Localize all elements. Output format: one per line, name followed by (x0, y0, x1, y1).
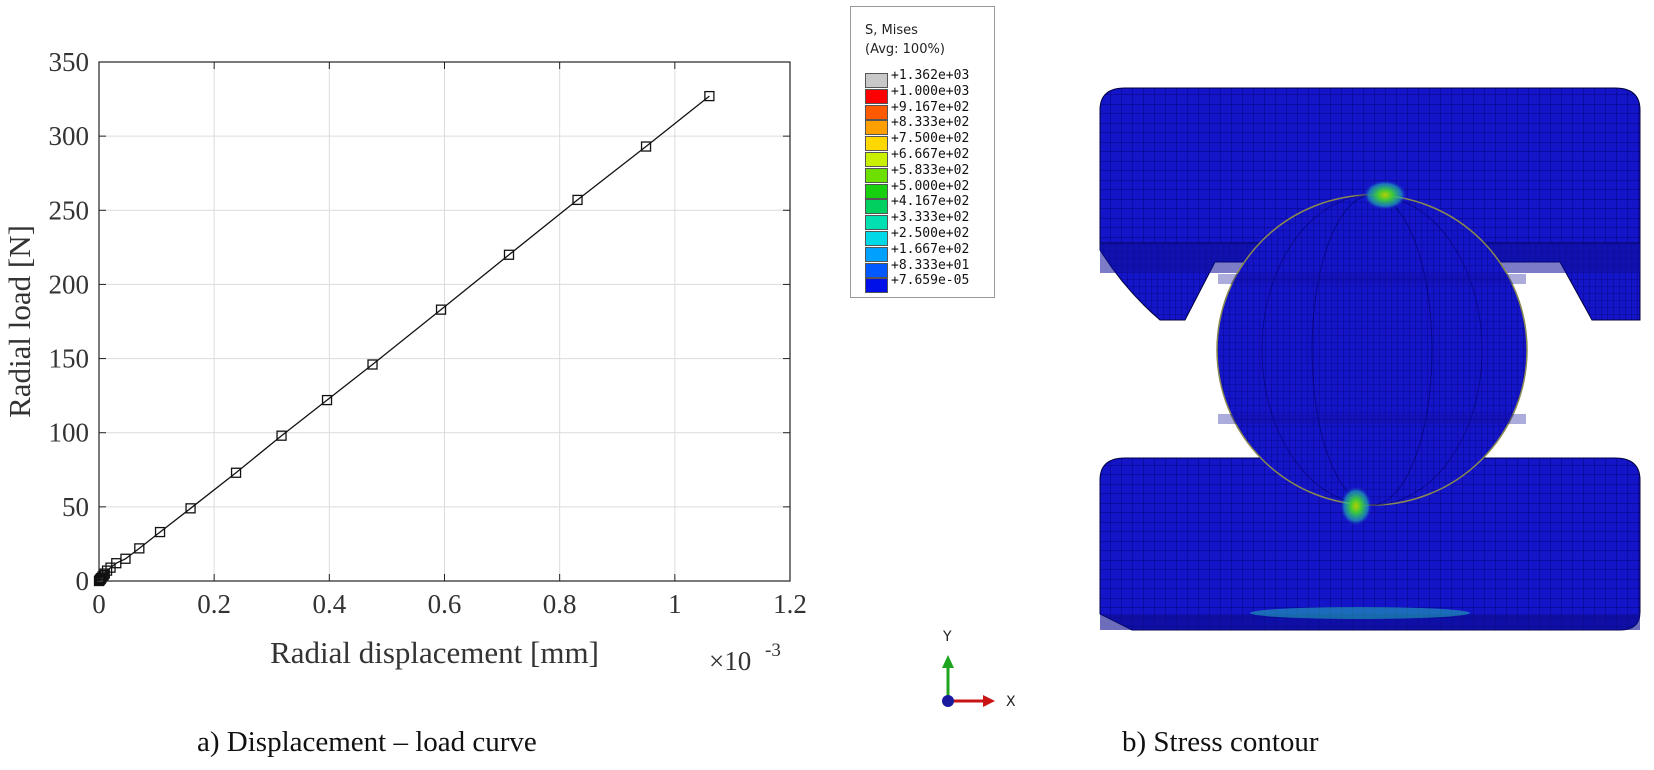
legend-label: +8.333e+01 (891, 257, 970, 273)
x-exponent-label: ×10 (709, 646, 751, 676)
upper-contact-hotspot (1363, 180, 1407, 210)
stress-contour-image (1099, 87, 1641, 631)
axis-triad: YX (942, 629, 1016, 710)
data-point-marker (99, 568, 110, 579)
legend-swatch (865, 199, 888, 215)
x-tick-label: 0.2 (197, 589, 231, 619)
y-tick-label: 350 (49, 47, 90, 77)
stress-legend: S, Mises (Avg: 100%) +1.362e+03 +1.000e+0… (850, 6, 995, 298)
series-line (98, 95, 710, 582)
legend-swatch (865, 136, 888, 152)
displacement-load-chart: 0 0.2 0.4 0.6 0.8 1 1.2 0 50 100 150 200 250 300 350 Ra… (2, 47, 807, 676)
data-point-marker (640, 141, 652, 152)
data-point-marker (101, 565, 113, 576)
caption-right: b) Stress contour (1122, 726, 1319, 758)
x-tick-label: 1 (668, 589, 682, 619)
legend-label: +8.333e+02 (891, 115, 970, 131)
y-tick-label: 0 (76, 566, 90, 596)
legend-swatch (865, 215, 888, 231)
x-tick-label: 0.6 (428, 589, 462, 619)
legend-subtitle: (Avg: 100%) (865, 42, 945, 57)
legend-swatch (865, 73, 888, 88)
lower-race-contact-band (1250, 607, 1470, 619)
data-point-marker (120, 553, 131, 564)
y-tick-label: 100 (49, 418, 90, 448)
triad-x-arrowhead (983, 695, 995, 707)
data-point-marker (276, 430, 287, 441)
legend-label: +6.667e+02 (891, 147, 970, 162)
y-tick-label: 200 (49, 269, 90, 299)
legend-swatch (865, 278, 888, 294)
legend-swatch (865, 104, 888, 120)
y-tick-label: 50 (62, 492, 89, 522)
x-exponent-power: -3 (765, 640, 781, 661)
data-point-marker (134, 543, 145, 554)
data-point-marker (704, 90, 715, 102)
legend-label: +4.167e+02 (891, 194, 970, 210)
y-tick-label: 300 (49, 121, 90, 151)
legend-swatch (865, 120, 888, 136)
y-tick-label: 250 (49, 195, 90, 225)
legend-swatch (865, 152, 888, 167)
legend-swatch (865, 167, 888, 183)
legend-swatch (865, 88, 888, 104)
y-tick-label: 150 (49, 344, 90, 374)
ball-band (1218, 274, 1526, 284)
data-point-marker (185, 503, 196, 514)
x-axis-label: Radial displacement [mm] (270, 635, 599, 670)
x-tick-label: 1.2 (773, 589, 807, 619)
x-tick-label: 0.8 (543, 589, 577, 619)
legend-label: +1.000e+03 (891, 83, 970, 99)
legend-label: +1.362e+03 (891, 68, 970, 83)
triad-origin (942, 695, 954, 707)
legend-label: +7.500e+02 (891, 131, 970, 147)
data-point-marker (435, 304, 447, 315)
legend-swatch (865, 183, 888, 199)
legend-label: +3.333e+02 (891, 210, 970, 226)
legend-swatch (865, 246, 888, 262)
lower-race-shadow (1100, 614, 1640, 630)
ball (1216, 194, 1528, 506)
legend-label: +5.000e+02 (891, 178, 970, 194)
legend-title: S, Mises (865, 23, 918, 38)
legend-label: +1.667e+02 (891, 241, 970, 257)
x-tick-label: 0 (92, 589, 106, 619)
upper-race (1099, 87, 1641, 244)
x-tick-label: 0.4 (312, 589, 346, 619)
data-point-marker (321, 394, 333, 406)
triad-x-label: X (1006, 694, 1016, 710)
legend-swatch (865, 231, 888, 246)
triad-y-label: Y (942, 629, 952, 645)
data-point-marker (154, 526, 166, 538)
lower-contact-hotspot (1340, 486, 1372, 526)
legend-label: +2.500e+02 (891, 226, 970, 241)
legend-label: +9.167e+02 (891, 99, 970, 115)
data-point-marker (367, 359, 378, 370)
caption-left: a) Displacement – load curve (197, 726, 537, 758)
data-point-marker (572, 194, 583, 206)
legend-label: +7.659e-05 (891, 273, 970, 289)
legend-label: +5.833e+02 (891, 162, 970, 178)
legend-swatch (865, 262, 888, 278)
y-axis-label: Radial load [N] (2, 225, 37, 418)
data-point-marker (230, 467, 242, 478)
triad-y-arrowhead (942, 655, 954, 668)
ball-band (1218, 414, 1526, 424)
data-point-marker (503, 249, 515, 260)
